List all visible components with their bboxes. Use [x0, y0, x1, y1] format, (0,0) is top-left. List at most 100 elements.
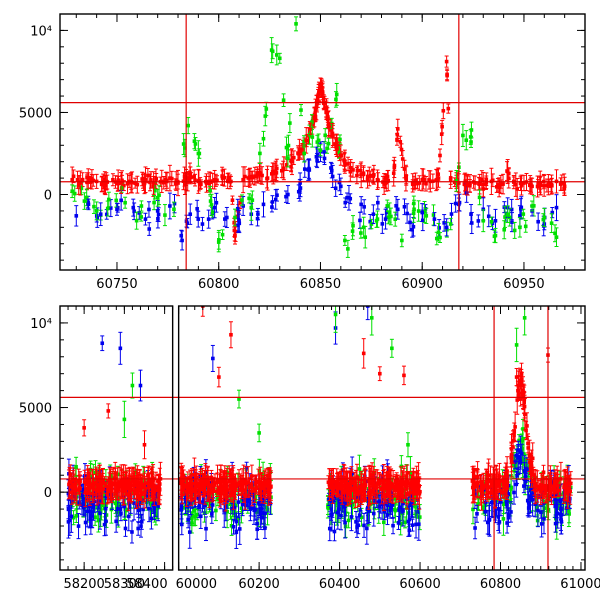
data-point [493, 227, 498, 244]
data-point [91, 480, 96, 494]
data-point [220, 170, 225, 186]
data-point [505, 474, 510, 489]
data-point [203, 465, 208, 496]
data-point [549, 174, 554, 195]
data-point [387, 466, 392, 501]
data-point [439, 123, 444, 146]
plot-area [70, 16, 567, 258]
data-point [362, 199, 367, 215]
data-point [345, 156, 350, 172]
data-point [529, 449, 534, 483]
data-point [523, 219, 528, 233]
data-point [123, 519, 128, 537]
data-point [261, 479, 266, 498]
data-point [204, 516, 209, 542]
data-point [366, 479, 371, 507]
data-point [441, 102, 446, 120]
data-point [140, 171, 145, 187]
data-point [472, 468, 477, 500]
data-point [401, 365, 406, 386]
data-point [269, 37, 274, 64]
data-point [139, 212, 144, 222]
data-point [212, 473, 217, 493]
data-point [229, 481, 234, 496]
data-point [102, 174, 107, 195]
data-point [108, 480, 113, 502]
y-tick-label: 0 [44, 189, 52, 204]
data-point [136, 521, 141, 536]
data-point [256, 468, 261, 495]
data-point [481, 476, 486, 495]
data-point [487, 475, 492, 500]
data-point [408, 479, 413, 493]
x-tick-label: 60000 [176, 577, 217, 592]
data-point [212, 169, 217, 190]
data-point [346, 185, 351, 211]
data-point [105, 484, 110, 505]
data-point [298, 104, 303, 117]
data-point [481, 209, 486, 233]
data-point [415, 177, 420, 190]
data-point [103, 506, 108, 536]
data-point [294, 16, 299, 32]
data-point [125, 173, 130, 195]
data-point [475, 468, 480, 487]
data-point [412, 199, 417, 219]
data-point [122, 400, 127, 439]
data-point [549, 474, 554, 506]
data-point [517, 217, 522, 238]
data-point [371, 500, 376, 527]
data-point [123, 196, 128, 209]
data-point [217, 480, 222, 500]
data-point [546, 479, 551, 500]
data-point [538, 170, 543, 196]
data-point [505, 205, 510, 224]
x-tick-label: 60850 [300, 277, 341, 292]
x-tick-label: 60800 [198, 277, 239, 292]
data-point [113, 473, 118, 494]
data-point [130, 372, 135, 399]
data-point [253, 474, 258, 493]
data-point [420, 203, 425, 223]
data-point [86, 198, 91, 211]
data-point [385, 471, 390, 499]
data-point [410, 518, 415, 532]
data-point [399, 233, 404, 248]
data-point [498, 174, 503, 194]
data-point [526, 435, 531, 460]
data-point [377, 494, 382, 519]
data-point [476, 214, 481, 228]
data-point [343, 506, 348, 539]
data-point [329, 475, 334, 499]
data-point [414, 510, 419, 539]
data-point [318, 144, 323, 157]
data-point [93, 469, 98, 496]
data-point [357, 211, 362, 229]
data-point [281, 93, 286, 107]
data-point [213, 499, 218, 522]
data-point [106, 191, 111, 208]
data-point [274, 44, 279, 66]
data-point [164, 172, 169, 189]
data-point [498, 480, 503, 501]
data-point [233, 208, 237, 227]
data-point [436, 222, 441, 242]
y-tick-label: 5000 [19, 106, 52, 121]
data-point [106, 403, 111, 419]
data-point [412, 175, 417, 191]
data-point [228, 321, 233, 349]
data-point [114, 193, 119, 208]
data-point [98, 202, 103, 227]
data-point [349, 468, 354, 499]
data-point [558, 177, 563, 191]
data-point [342, 149, 347, 174]
data-point [255, 207, 260, 221]
data-point [118, 331, 123, 365]
data-point [233, 473, 238, 501]
data-point [481, 172, 486, 198]
x-tick-label: 60200 [238, 577, 279, 592]
data-point [395, 484, 400, 496]
data-point [444, 218, 449, 237]
data-point [147, 222, 152, 236]
data-point [70, 184, 75, 199]
